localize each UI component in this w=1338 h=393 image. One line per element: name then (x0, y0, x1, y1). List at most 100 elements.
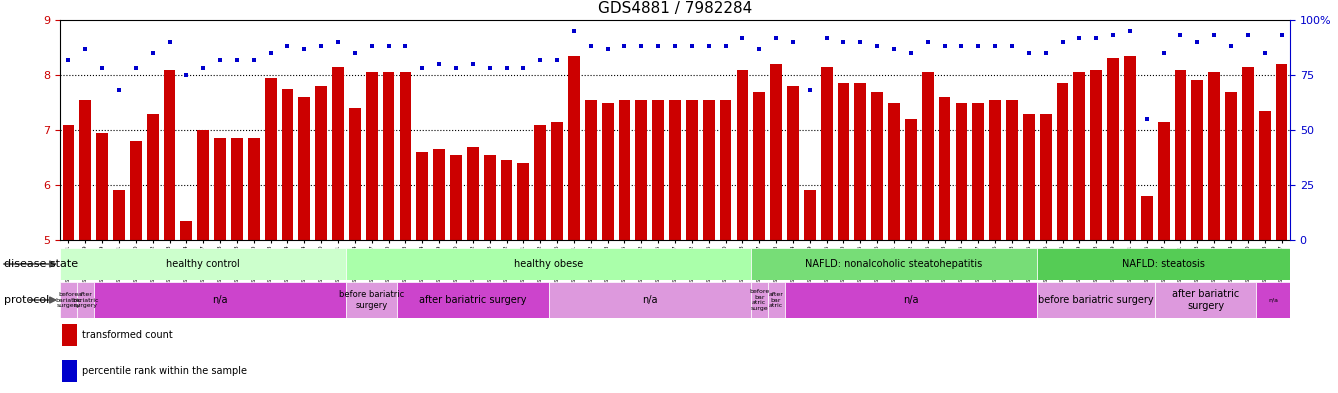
Bar (518, 163, 530, 240)
Bar (130, 141, 142, 240)
Bar (147, 114, 159, 240)
Point (1119, 28, 1140, 34)
Point (108, 87, 130, 94)
Bar (602, 103, 614, 240)
Bar (197, 130, 209, 240)
Point (1169, 32, 1191, 39)
Bar (838, 83, 850, 240)
Point (581, 43, 602, 50)
Bar (549, 282, 751, 318)
Point (1254, 50, 1275, 56)
Bar (787, 86, 799, 240)
Bar (989, 100, 1001, 240)
Point (630, 43, 652, 50)
Bar (484, 155, 495, 240)
Bar (181, 221, 193, 240)
Bar (888, 103, 900, 240)
Bar (434, 149, 446, 240)
Bar (1073, 72, 1085, 240)
Bar (751, 282, 768, 318)
Text: NAFLD: nonalcoholic steatohepatitis: NAFLD: nonalcoholic steatohepatitis (805, 259, 982, 269)
Bar (534, 125, 546, 240)
Point (681, 43, 702, 50)
Bar (349, 108, 361, 240)
Bar (214, 138, 226, 240)
Bar (585, 100, 597, 240)
Point (900, 50, 922, 56)
Point (512, 65, 534, 72)
Bar (1141, 196, 1152, 240)
Bar (96, 133, 108, 240)
Text: before bariatric surgery: before bariatric surgery (1038, 295, 1155, 305)
Point (783, 39, 804, 45)
Point (244, 57, 265, 63)
Bar (922, 72, 934, 240)
Bar (1124, 56, 1136, 240)
Bar (855, 83, 866, 240)
Bar (1155, 282, 1256, 318)
Bar (702, 100, 714, 240)
Bar (397, 282, 549, 318)
Point (1001, 43, 1022, 50)
Point (985, 43, 1006, 50)
Point (850, 39, 871, 45)
Point (732, 35, 753, 41)
Bar (1242, 67, 1254, 240)
Bar (231, 138, 242, 240)
Text: n/a: n/a (213, 295, 227, 305)
Point (277, 43, 298, 50)
Point (159, 39, 181, 45)
Bar (904, 119, 917, 240)
Point (58, 57, 79, 63)
Bar (569, 56, 579, 240)
Bar (768, 282, 784, 318)
Point (967, 43, 989, 50)
Point (1271, 32, 1293, 39)
Bar (1208, 72, 1220, 240)
Bar (720, 100, 732, 240)
Text: n/a: n/a (642, 295, 657, 305)
Point (91, 65, 112, 72)
Point (412, 65, 434, 72)
Bar (60, 282, 76, 318)
Bar (1259, 111, 1271, 240)
Point (1203, 32, 1224, 39)
Bar (804, 191, 816, 240)
Point (1187, 39, 1208, 45)
Bar (347, 282, 397, 318)
Point (1238, 32, 1259, 39)
Bar (955, 103, 967, 240)
Bar (1191, 81, 1203, 240)
Bar (1107, 59, 1119, 240)
Bar (820, 67, 832, 240)
Bar (1157, 122, 1169, 240)
Point (1069, 35, 1090, 41)
Text: percentile rank within the sample: percentile rank within the sample (82, 366, 248, 376)
Bar (1090, 70, 1103, 240)
Bar (450, 155, 462, 240)
Bar (1024, 114, 1034, 240)
Point (226, 57, 248, 63)
Bar (753, 92, 765, 240)
Point (142, 50, 163, 56)
Bar (771, 64, 781, 240)
Point (530, 57, 551, 63)
Point (1153, 50, 1175, 56)
Bar (316, 86, 326, 240)
Bar (163, 70, 175, 240)
Point (799, 87, 820, 94)
Point (175, 72, 197, 78)
Point (479, 65, 500, 72)
Point (1103, 32, 1124, 39)
Point (546, 57, 567, 63)
Point (883, 46, 904, 52)
Bar (652, 100, 664, 240)
Point (934, 43, 955, 50)
Point (395, 43, 416, 50)
Bar (1037, 248, 1290, 280)
Bar (298, 97, 310, 240)
Bar (1226, 92, 1236, 240)
Text: transformed count: transformed count (82, 330, 173, 340)
Point (361, 43, 383, 50)
Bar (400, 72, 411, 240)
